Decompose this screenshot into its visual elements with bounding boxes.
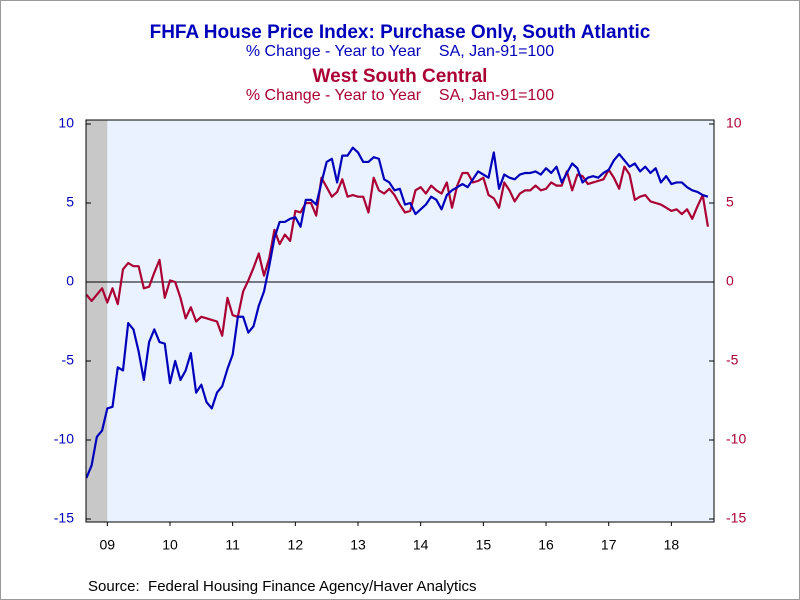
plot-area bbox=[86, 120, 714, 522]
y2-tick-label: 0 bbox=[726, 273, 734, 289]
x-tick-label: 16 bbox=[538, 537, 554, 553]
chart-subtitle: % Change - Year to Year SA, Jan-91=100 bbox=[246, 87, 554, 104]
y2-tick-label: 5 bbox=[726, 194, 734, 210]
y-tick-label: 5 bbox=[66, 194, 74, 210]
y2-tick-label: -15 bbox=[726, 510, 746, 526]
y-tick-label: 0 bbox=[66, 273, 74, 289]
y-tick-label: -15 bbox=[54, 510, 74, 526]
y2-tick-label: -10 bbox=[726, 431, 746, 447]
chart-title: West South Central bbox=[313, 66, 488, 87]
y2-tick-label: 10 bbox=[726, 115, 742, 131]
x-tick-label: 10 bbox=[162, 537, 178, 553]
y2-tick-label: -5 bbox=[726, 352, 739, 368]
chart-subtitle: % Change - Year to Year SA, Jan-91=100 bbox=[246, 43, 554, 60]
x-tick-label: 13 bbox=[350, 537, 366, 553]
y-tick-label: -10 bbox=[54, 431, 74, 447]
y-tick-label: -5 bbox=[62, 352, 75, 368]
series-line bbox=[85, 165, 710, 337]
source: Source: Federal Housing Finance Agency/H… bbox=[88, 578, 477, 595]
x-tick-label: 15 bbox=[476, 537, 492, 553]
x-tick-label: 14 bbox=[413, 537, 429, 553]
series-line bbox=[85, 146, 709, 479]
x-tick-label: 17 bbox=[601, 537, 617, 553]
x-tick-label: 11 bbox=[225, 537, 240, 553]
plot-border bbox=[85, 119, 715, 523]
chart-title: FHFA House Price Index: Purchase Only, S… bbox=[150, 22, 651, 43]
x-tick-label: 09 bbox=[100, 537, 116, 553]
x-tick-label: 18 bbox=[664, 537, 680, 553]
y-tick-label: 10 bbox=[58, 115, 74, 131]
x-tick-label: 12 bbox=[288, 537, 304, 553]
recession-band bbox=[86, 120, 108, 522]
